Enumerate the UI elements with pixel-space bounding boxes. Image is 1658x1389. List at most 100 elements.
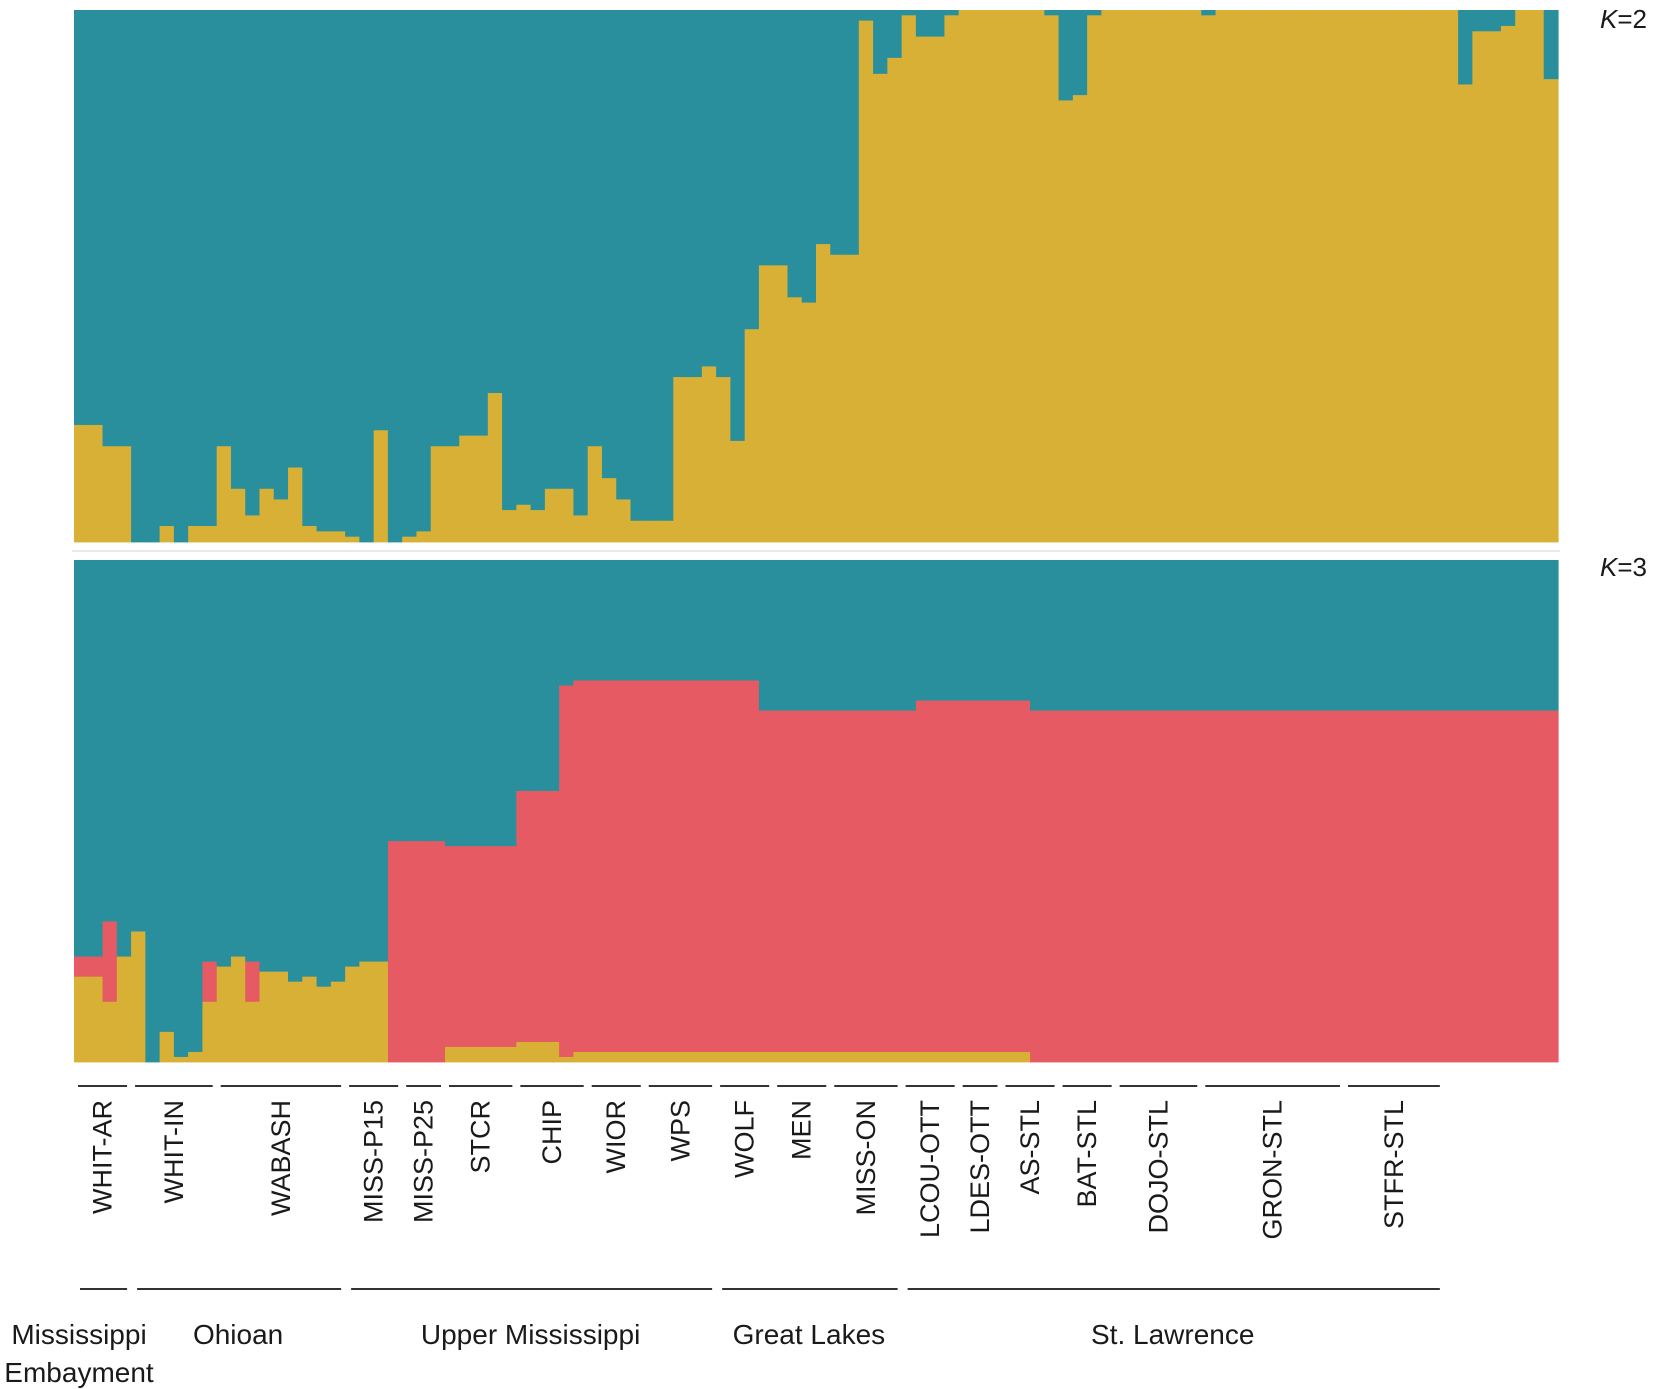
bar-segment <box>858 10 874 22</box>
bar-segment <box>1087 710 1102 1063</box>
bar-segment <box>416 560 432 842</box>
bar-segment <box>787 10 803 298</box>
bar-segment <box>1172 560 1188 711</box>
bar-segment <box>373 10 389 431</box>
bar-segment <box>573 680 589 1053</box>
bar-segment <box>131 931 146 1063</box>
bar-segment <box>1301 10 1317 543</box>
bar-segment <box>145 560 161 1063</box>
bar-segment <box>873 73 888 543</box>
bar-segment <box>716 680 731 1053</box>
bar-segment <box>1201 10 1217 16</box>
bar-segment <box>1144 710 1160 1063</box>
bar-segment <box>1201 560 1217 711</box>
bar-segment <box>316 531 332 543</box>
bar-segment <box>530 510 546 543</box>
bar-segment <box>930 560 946 701</box>
bar-segment <box>416 531 432 543</box>
bar-segment <box>1101 710 1117 1063</box>
bar-segment <box>1500 10 1516 27</box>
bar-segment <box>716 377 731 543</box>
bar-segment <box>530 560 546 792</box>
bar-segment <box>273 560 289 973</box>
bar-segment <box>373 961 389 1063</box>
bar-segment <box>659 10 674 522</box>
bar-segment <box>1158 560 1174 711</box>
bar-segment <box>1072 10 1088 96</box>
bar-segment <box>816 560 831 711</box>
bar-segment <box>1329 710 1345 1063</box>
bar-segment <box>330 531 346 543</box>
bar-segment <box>74 956 89 978</box>
bar-segment <box>844 1051 860 1063</box>
bar-segment <box>801 10 817 303</box>
bar-segment <box>245 961 261 1003</box>
bar-segment <box>587 446 603 543</box>
bar-segment <box>1244 710 1259 1063</box>
bar-segment <box>345 966 360 1063</box>
bar-segment <box>659 1051 674 1063</box>
bar-segment <box>473 560 489 847</box>
bar-segment <box>1229 710 1245 1063</box>
bar-segment <box>302 526 318 543</box>
bar-segment <box>601 478 617 543</box>
bar-segment <box>159 526 175 543</box>
bar-segment <box>487 560 503 847</box>
bar-segment <box>601 1051 617 1063</box>
bar-segment <box>1001 700 1017 1053</box>
bar-segment <box>1129 560 1145 711</box>
bar-segment <box>787 297 803 543</box>
bar-segment <box>1543 79 1559 543</box>
bar-segment <box>430 841 446 1063</box>
bar-segment <box>987 10 1003 543</box>
bar-segment <box>1129 10 1145 543</box>
bar-segment <box>958 1051 974 1063</box>
bar-segment <box>88 424 104 543</box>
bar-segment <box>687 680 703 1053</box>
bar-segment <box>858 710 874 1053</box>
bar-segment <box>944 560 960 701</box>
bar-segment <box>987 700 1003 1053</box>
bar-segment <box>387 10 403 543</box>
bar-segment <box>330 981 346 1063</box>
bar-segment <box>1087 560 1102 711</box>
bar-segment <box>373 430 389 543</box>
bar-segment <box>887 1051 903 1063</box>
bar-segment <box>1087 10 1102 16</box>
bar-segment <box>830 254 846 543</box>
bar-segment <box>1244 10 1259 543</box>
bar-segment <box>1258 710 1274 1063</box>
bar-segment <box>188 526 204 543</box>
bar-segment <box>659 520 674 543</box>
bar-segment <box>1286 560 1302 711</box>
bar-segment <box>145 10 161 543</box>
bar-segment <box>816 710 831 1053</box>
bar-segment <box>74 10 89 426</box>
bar-segment <box>644 1051 660 1063</box>
bar-segment <box>944 700 960 1053</box>
bar-segment <box>445 846 460 1048</box>
bar-segment <box>730 1051 746 1063</box>
bar-segment <box>773 560 789 711</box>
bar-segment <box>1529 560 1545 711</box>
bar-segment <box>1443 710 1459 1063</box>
bar-segment <box>858 20 874 543</box>
bar-segment <box>958 560 974 701</box>
bar-segment <box>202 1001 218 1063</box>
bar-segment <box>1058 560 1074 711</box>
bar-segment <box>830 560 846 711</box>
bar-segment <box>673 10 689 378</box>
bar-segment <box>987 560 1003 701</box>
bar-segment <box>1543 710 1559 1063</box>
bar-segment <box>259 560 275 973</box>
bar-segment <box>1401 560 1416 711</box>
bar-segment <box>373 560 389 962</box>
bar-segment <box>915 10 931 37</box>
bar-segment <box>630 560 646 681</box>
bar-segment <box>1015 1051 1031 1063</box>
bar-segment <box>302 976 318 1063</box>
bar-segment <box>801 560 817 711</box>
bar-segment <box>1315 560 1331 711</box>
bar-segment <box>858 560 874 711</box>
